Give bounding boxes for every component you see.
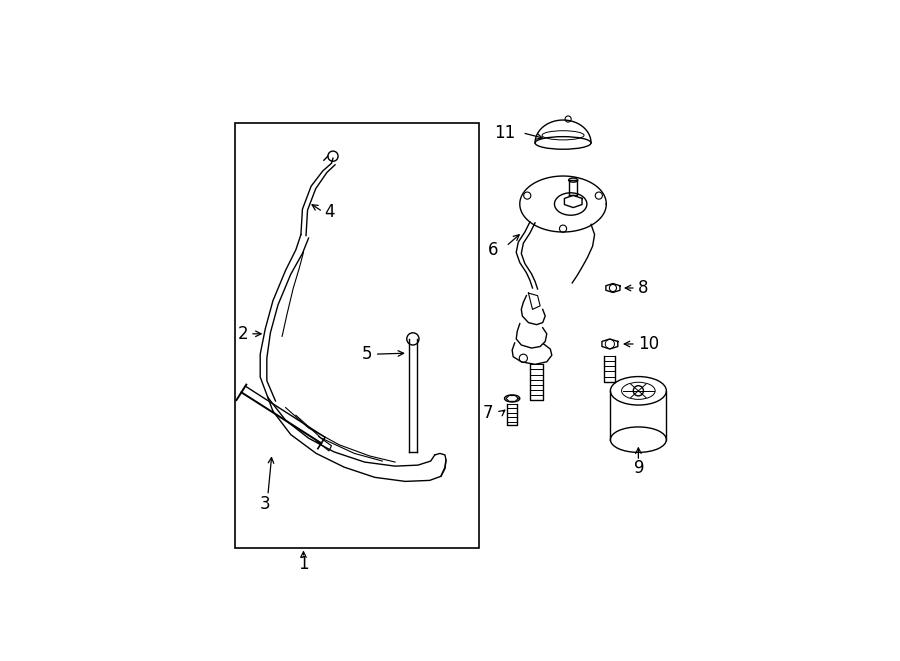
Text: 11: 11: [494, 124, 515, 141]
Text: 1: 1: [298, 555, 309, 573]
Text: 9: 9: [634, 459, 644, 477]
Text: 6: 6: [488, 241, 498, 259]
Text: 5: 5: [362, 345, 373, 363]
Text: 7: 7: [482, 405, 493, 422]
Text: 2: 2: [238, 325, 248, 343]
Text: 3: 3: [260, 495, 271, 514]
Text: 8: 8: [638, 279, 649, 297]
Bar: [235, 122, 479, 547]
Text: 10: 10: [638, 335, 660, 353]
Text: 4: 4: [324, 203, 334, 221]
